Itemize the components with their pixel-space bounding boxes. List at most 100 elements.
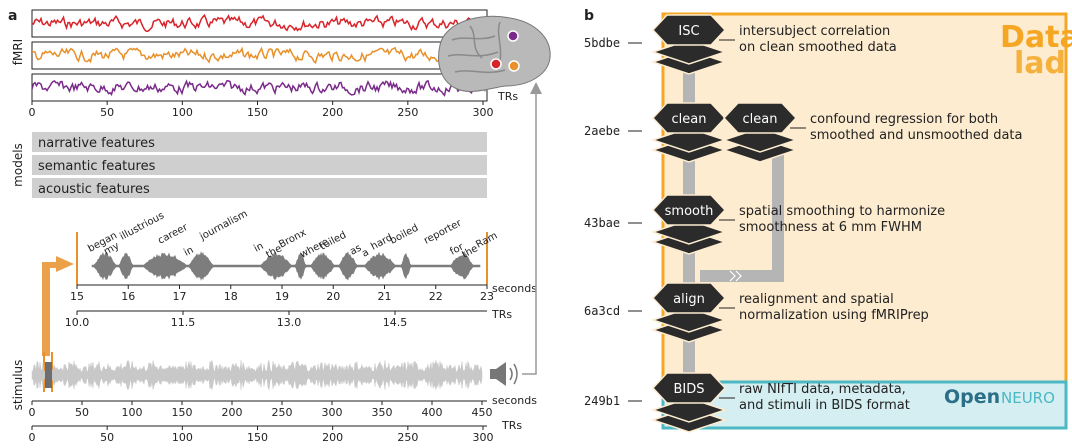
zoom-words: beganmyillustriouscareerinjournalisminth… [86, 208, 499, 260]
commit-hash: 5bdbe [584, 36, 620, 50]
model-bar-narrative: narrative features [32, 132, 487, 152]
zoom-tr-tick-label: 13.0 [277, 316, 302, 329]
stage-description: smoothness at 6 mm FWHM [739, 220, 922, 235]
stimulus-ylabel: stimulus [11, 360, 25, 411]
stimulus-seconds-tick-label: 0 [29, 406, 36, 419]
fmri-x-axis: 0 50 100 150 200 250 300 [29, 100, 494, 119]
stimulus-seconds-tick-label: 350 [372, 406, 393, 419]
speaker-icon [490, 362, 518, 386]
commit-hash: 6a3cd [584, 304, 620, 318]
svg-text:semantic features: semantic features [38, 159, 156, 174]
panel-a-label: a [8, 8, 17, 24]
stimulus-seconds-axis: 0 50 100 150 200 250 300 350 400 450 [29, 401, 493, 419]
zoom-word: a [360, 247, 371, 260]
zoom-seconds-axis: 15 16 17 18 19 20 21 22 23 [70, 285, 494, 303]
stimulus-seconds-tick-label: 300 [322, 406, 343, 419]
fmri-x-tick-label: 50 [100, 106, 114, 119]
stimulus-seconds-label: seconds [492, 394, 537, 407]
svg-text:NEURO: NEURO [1001, 389, 1055, 407]
zoom-word: journalism [197, 208, 249, 243]
stage-description: spatial smoothing to harmonize [739, 204, 945, 219]
zoom-waveform [91, 251, 481, 281]
node-label: align [673, 292, 705, 307]
zoom-tr-tick-label: 10.0 [65, 316, 90, 329]
commit-hash: 249b1 [584, 394, 620, 408]
fmri-panel [31, 9, 488, 102]
datalad-logo: Data lad [1000, 20, 1072, 81]
zoom-tr-tick-label: 14.5 [383, 316, 408, 329]
model-bar-acoustic: acoustic features [32, 178, 487, 198]
stimulus-seconds-tick-label: 450 [472, 406, 493, 419]
stage-description: realignment and spatial [739, 292, 894, 307]
stimulus-seconds-tick-label: 150 [172, 406, 193, 419]
node-smooth: smooth [650, 194, 728, 255]
zoom-word: career [156, 222, 190, 247]
fmri-xlabel: TRs [497, 90, 518, 103]
stage-description: normalization using fMRIPrep [739, 308, 929, 323]
zoom-seconds-tick-label: 15 [70, 290, 84, 303]
flow-chevrons [729, 270, 742, 282]
stage-description: and stimuli in BIDS format [739, 398, 910, 413]
stimulus-seconds-tick-label: 200 [222, 406, 243, 419]
stimulus-window [45, 362, 52, 388]
zoom-seconds-tick-label: 20 [326, 290, 340, 303]
stage-43bae: 43bae smooth spatial smoothing to harmoniz… [584, 194, 945, 255]
zoom-seconds-tick-label: 23 [480, 290, 494, 303]
fmri-x-tick-label: 100 [172, 106, 193, 119]
stimulus-seconds-tick-label: 250 [272, 406, 293, 419]
svg-text:lad: lad [1014, 46, 1066, 81]
panel-b-label: b [584, 8, 594, 24]
openneuro-logo: Open NEURO [944, 386, 1055, 408]
node-clean: clean [721, 102, 799, 163]
zoom-seconds-tick-label: 18 [224, 290, 238, 303]
svg-text:narrative features: narrative features [38, 136, 155, 151]
zoom-seconds-tick-label: 22 [429, 290, 443, 303]
fmri-x-tick-label: 200 [322, 106, 343, 119]
zoom-tr-tick-label: 11.5 [171, 316, 196, 329]
node-label: clean [743, 112, 778, 127]
zoom-seconds-tick-label: 17 [173, 290, 187, 303]
stage-2aebe: 2aebe clean clean confound regression for b… [584, 102, 1022, 163]
stage-6a3cd: 6a3cd align realignment and spatialnormali… [584, 282, 929, 343]
node-label: ISC [678, 24, 699, 39]
svg-text:Open: Open [944, 386, 1000, 408]
stage-description: confound regression for both [810, 112, 998, 127]
brain-icon [438, 15, 551, 92]
node-label: smooth [665, 204, 714, 219]
node-label: clean [672, 112, 707, 127]
fmri-ylabel: fMRI [11, 39, 25, 65]
openneuro-box [661, 380, 1068, 430]
stage-description: on clean smoothed data [739, 40, 897, 55]
zoom-word: in [182, 245, 195, 259]
node-ISC: ISC [650, 14, 728, 75]
svg-text:acoustic features: acoustic features [38, 182, 150, 197]
model-bar-semantic: semantic features [32, 155, 487, 175]
zoom-word: toiled [318, 230, 348, 253]
stimulus-tr-axis: 0 50 100 150 200 250 300 [29, 426, 494, 444]
stimulus-tr-tick-label: 250 [397, 431, 418, 444]
commit-hash: 2aebe [584, 124, 620, 138]
fmri-x-tick-label: 300 [473, 106, 494, 119]
node-BIDS: BIDS [650, 372, 728, 433]
stage-description: raw NIfTI data, metadata, [739, 382, 906, 397]
node-clean: clean [650, 102, 728, 163]
stimulus-tr-label: TRs [501, 419, 522, 432]
zoom-word: boiled [388, 223, 420, 247]
stimulus-tr-tick-label: 200 [322, 431, 343, 444]
fmri-x-tick-label: 150 [247, 106, 268, 119]
fmri-trace-orange [31, 46, 488, 65]
node-label: BIDS [673, 382, 704, 397]
zoom-tr-label: TRs [491, 308, 512, 321]
zoom-seconds-tick-label: 19 [275, 290, 289, 303]
zoom-word: in [252, 241, 265, 255]
node-align: align [650, 282, 728, 343]
stage-description: smoothed and unsmoothed data [810, 128, 1022, 143]
zoom-tr-axis: 10.0 11.5 13.0 14.5 [65, 311, 408, 329]
stimulus-seconds-tick-label: 400 [422, 406, 443, 419]
fmri-x-tick-label: 250 [397, 106, 418, 119]
stage-249b1: 249b1 BIDS raw NIfTI data, metadata,and st… [584, 372, 910, 433]
zoom-seconds-tick-label: 21 [378, 290, 392, 303]
stimulus-tr-tick-label: 300 [473, 431, 494, 444]
